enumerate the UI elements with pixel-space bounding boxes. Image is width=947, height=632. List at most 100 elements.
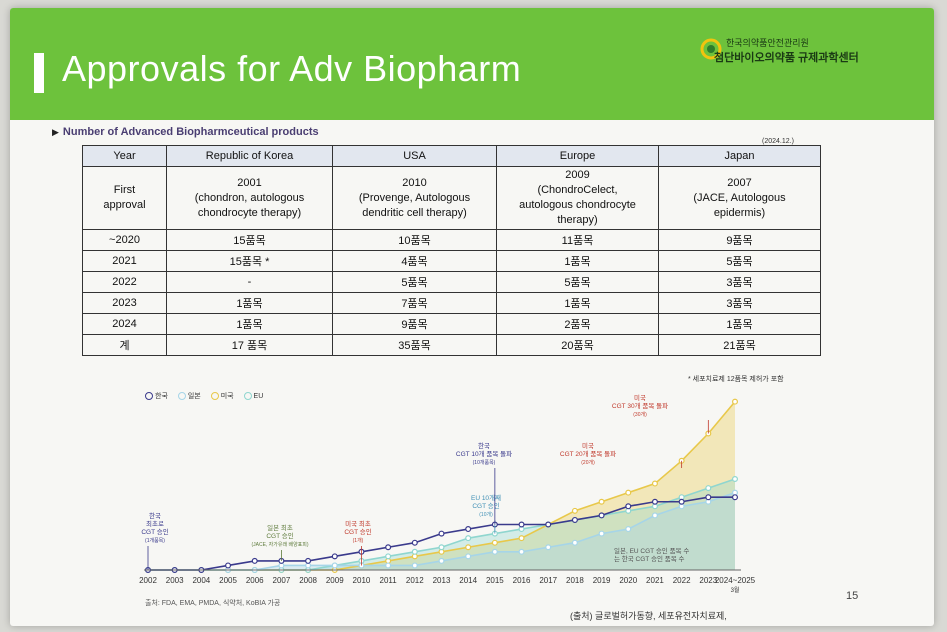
table-row: 2021 15품목 * 4품목 1품목 5품목	[82, 250, 821, 272]
chart-source: 출처: FDA, EMA, PMDA, 식약처, KoBIA 가공	[145, 600, 281, 607]
legend-japan-icon	[177, 392, 186, 401]
annotation-korea_10-text: (10개품목)	[473, 459, 496, 466]
data-point-1-10	[411, 562, 418, 569]
annotation-usa_30-text: 미국	[634, 393, 646, 402]
annotation-korea_10-text: 한국	[478, 442, 490, 450]
cell-line: epidermis)	[713, 206, 766, 219]
data-point-0-9	[385, 544, 392, 551]
cell-line: autologous chondrocyte	[519, 199, 636, 211]
data-point-3-12	[465, 535, 472, 542]
table-footnote: * 세포치료제 12품목 제허가 포함	[688, 376, 784, 383]
cell-line: 2009	[565, 169, 590, 181]
chart-legend: 한국 일본 미국 EU	[145, 391, 271, 401]
first-approval-usa: 2010 (Provenge, Autologous dendritic cel…	[332, 166, 497, 230]
data-point-2-16	[571, 507, 578, 514]
annotation-usa_20-text: CGT 20개 품목 돌파	[560, 449, 616, 458]
x-tick-label: 2015	[486, 576, 504, 585]
title-banner: Approvals for Adv Biopharm 한국의약품안전관리원 첨단…	[10, 8, 934, 120]
table-row: 2022 - 5품목 5품목 3품목	[82, 271, 821, 293]
table-total-row: 계 17 품목 35품목 20품목 21품목	[82, 334, 821, 356]
slide: Approvals for Adv Biopharm 한국의약품안전관리원 첨단…	[10, 8, 934, 626]
legend-usa-icon	[210, 392, 219, 401]
legend-eu-icon	[243, 392, 252, 401]
annotation-usa_first-text: (1개)	[353, 537, 364, 544]
x-tick-label: 2018	[566, 576, 584, 585]
legend-label: 한국	[155, 393, 168, 400]
legend-item-eu: EU	[243, 392, 264, 401]
series-area-2	[148, 401, 735, 570]
cell-line: 2010	[402, 176, 427, 189]
annotation-japan_first-text: (JACE, 자가유래 배양표피)	[251, 541, 308, 548]
data-point-2-22	[731, 398, 738, 405]
data-point-1-14	[518, 548, 525, 555]
data-point-1-18	[625, 526, 632, 533]
x-tick-label: 2019	[593, 576, 611, 585]
cell-line: 2007	[727, 176, 752, 189]
x-tick-label: 2016	[513, 576, 531, 585]
legend-label: EU	[253, 393, 264, 400]
data-point-1-15	[545, 544, 552, 551]
cell-korea: 17 품목	[166, 334, 333, 356]
annotation-usa_first-text: CGT 승인	[344, 527, 371, 536]
x-tick-label: 2021	[646, 576, 664, 585]
table-header-row: Year Republic of Korea USA Europe Japan	[82, 145, 821, 167]
x-tick-label: 2003	[166, 576, 184, 585]
data-point-0-19	[651, 498, 658, 505]
data-point-1-13	[491, 548, 498, 555]
data-point-2-12	[465, 544, 472, 551]
table-row: ~2020 15품목 10품목 11품목 9품목	[82, 229, 821, 251]
data-point-0-21	[705, 494, 712, 501]
x-tick-sublabel: 3월	[731, 586, 740, 594]
annotation-usa_30-text: CGT 30개 품목 돌파	[612, 401, 668, 410]
data-point-0-22	[731, 494, 738, 501]
legend-label: 미국	[220, 393, 234, 400]
legend-item-korea: 한국	[145, 392, 168, 401]
cell-line: chondrocyte therapy)	[197, 206, 302, 219]
x-tick-label: 2010	[353, 576, 371, 585]
annotation-eu_10-text: CGT 승인	[472, 501, 499, 510]
x-tick-label: 2007	[273, 576, 291, 585]
cell-year: 2022	[82, 271, 167, 293]
legend-item-usa: 미국	[210, 392, 234, 401]
first-approval-label-line2: approval	[103, 199, 146, 211]
header-japan: Japan	[658, 145, 821, 167]
cell-line: dendritic cell therapy)	[362, 206, 467, 219]
annotation-japan_first-text: CGT 승인	[266, 531, 293, 540]
data-point-0-17	[598, 512, 605, 519]
data-point-3-21	[705, 485, 712, 492]
data-point-0-10	[411, 539, 418, 546]
x-tick-label: 2005	[219, 576, 237, 585]
x-tick-label: 2011	[380, 576, 398, 585]
legend-korea-icon	[145, 392, 153, 401]
annotation-korea_first-text: (1개품목)	[145, 537, 165, 544]
annotation-usa_20-text: (20개)	[581, 459, 595, 466]
x-tick-label: 2024~2025	[715, 576, 756, 585]
legend-label: 일본	[187, 393, 201, 400]
series-area-3	[148, 479, 735, 570]
approvals-trend-chart: 2002 2003 2004 2005 2006 2007 2008 2009 2010 2011…	[139, 393, 756, 594]
data-point-1-7	[331, 562, 338, 569]
data-point-0-20	[678, 498, 685, 505]
annotation-eu_10-text: (10개)	[479, 511, 493, 518]
cell-line: therapy)	[557, 214, 598, 226]
cell-line: (Provenge, Autologous	[358, 191, 471, 204]
first-approval-label-line1: First	[113, 184, 136, 196]
x-tick-label: 2014	[459, 576, 477, 585]
annotation-note-text: 는 한국 CGT 승인 품목 수	[614, 554, 684, 563]
x-tick-label: 2013	[433, 576, 451, 585]
title-accent-bar	[34, 53, 44, 93]
data-point-0-11	[438, 530, 445, 537]
header-korea: Republic of Korea	[166, 145, 333, 167]
data-point-1-9	[385, 562, 392, 569]
cell-korea: 1품목	[166, 292, 333, 314]
annotation-usa_20-text: 미국	[582, 441, 594, 450]
cell-line: (chondron, autologous	[194, 191, 305, 204]
cell-korea: 15품목 *	[166, 250, 333, 272]
section-subheading: ▶ Number of Advanced Biopharmceutical pro…	[52, 126, 319, 138]
data-point-0-14	[518, 521, 525, 528]
data-point-2-19	[651, 480, 658, 487]
x-tick-label: 2023	[699, 576, 717, 585]
data-point-3-11	[438, 544, 445, 551]
x-tick-label: 2017	[539, 576, 557, 585]
data-point-1-19	[651, 512, 658, 519]
